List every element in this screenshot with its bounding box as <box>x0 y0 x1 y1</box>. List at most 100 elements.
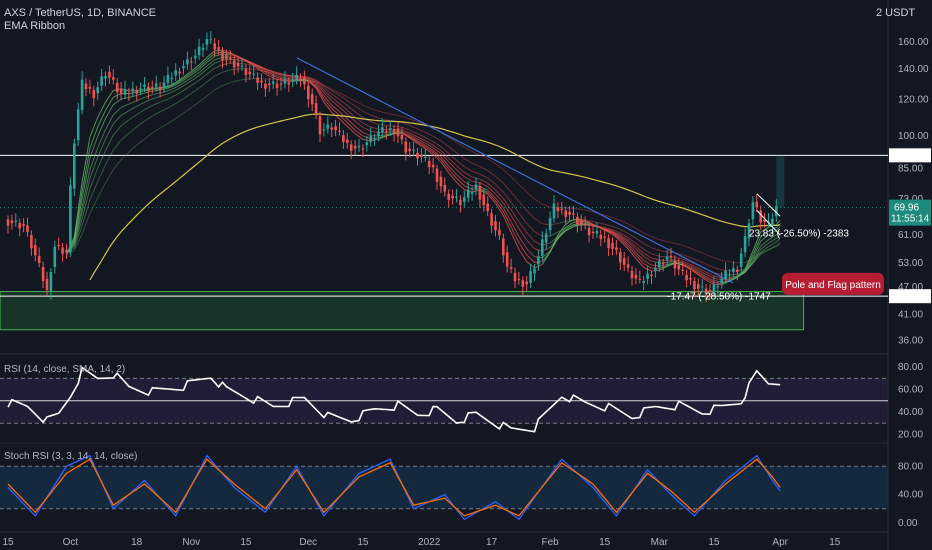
ema-ribbon-segment <box>557 229 567 240</box>
ema-ribbon-segment <box>659 239 668 243</box>
candle-body <box>65 249 68 253</box>
rsi-line <box>7 366 781 433</box>
ema-ribbon-segment <box>253 64 262 70</box>
time-tick-label: Feb <box>541 537 559 548</box>
candle-body <box>256 77 259 83</box>
ema-ribbon-segment <box>331 108 340 116</box>
ema-ribbon-segment <box>198 65 208 73</box>
ema-ribbon-segment <box>284 74 293 78</box>
candle-body <box>412 149 415 151</box>
ema-ribbon-segment <box>81 199 91 227</box>
ema-ribbon-segment <box>386 112 395 116</box>
ema-ribbon-segment <box>698 250 707 256</box>
ema-ribbon-segment <box>705 254 715 259</box>
ema-ribbon-segment <box>776 244 781 248</box>
candle-body <box>560 208 564 210</box>
ema-ribbon-segment <box>456 152 465 160</box>
ema-ribbon-segment <box>619 235 629 243</box>
candle-body <box>654 268 657 271</box>
candle-body <box>88 86 92 89</box>
candle-body <box>158 86 162 90</box>
ema-ribbon-segment <box>206 55 216 63</box>
ema-ribbon-segment <box>183 72 192 80</box>
ema-ribbon-segment <box>409 137 418 144</box>
time-tick-label: 2022 <box>418 537 441 548</box>
ema-ribbon-segment <box>760 234 769 242</box>
ema-ribbon-segment <box>331 88 340 94</box>
ema-ribbon-segment <box>729 276 738 282</box>
candle-body <box>459 199 462 206</box>
ema-ribbon-segment <box>627 239 637 247</box>
ema-ribbon-segment <box>495 200 504 212</box>
ema-ribbon-segment <box>768 237 777 244</box>
ema-ribbon-segment <box>339 94 348 101</box>
candle-body <box>661 263 665 265</box>
candle-body <box>170 77 174 80</box>
ema-ribbon-segment <box>682 244 691 249</box>
rsi-tick-label: 80.00 <box>898 362 923 373</box>
time-tick-label: 15 <box>708 537 720 548</box>
ema-ribbon-segment <box>331 100 340 108</box>
candle-body <box>466 189 470 198</box>
ema-ribbon-segment <box>307 80 317 89</box>
ema-ribbon-segment <box>487 170 496 177</box>
candle-body <box>143 84 146 87</box>
stoch-band-fill <box>0 466 888 509</box>
candle-body <box>474 184 478 190</box>
candle-body <box>291 79 294 82</box>
candle-body <box>275 83 279 88</box>
ema-ribbon-segment <box>612 234 621 242</box>
ema-ribbon-segment <box>417 138 426 144</box>
ema-ribbon-segment <box>136 96 145 102</box>
candle-body <box>747 223 751 239</box>
ema-ribbon-segment <box>417 128 426 133</box>
ema-ribbon-segment <box>456 141 465 148</box>
ema-ribbon-segment <box>144 115 153 122</box>
candle-body <box>225 55 228 60</box>
ema-ribbon-segment <box>464 176 473 182</box>
stoch-d-line <box>7 458 781 517</box>
ema-ribbon-segment <box>651 257 660 261</box>
ema-ribbon-segment <box>401 131 410 136</box>
ema-ribbon-segment <box>323 84 332 92</box>
ema-ribbon-segment <box>526 254 535 263</box>
candle-body <box>123 89 127 95</box>
ema-ribbon-segment <box>604 229 613 235</box>
ema-ribbon-segment <box>448 165 457 175</box>
ema-ribbon-segment <box>713 257 722 261</box>
ema-ribbon-segment <box>479 165 488 171</box>
ema-ribbon-segment <box>339 111 348 120</box>
price-tick-label: 61.00 <box>898 230 923 241</box>
ema-ribbon-segment <box>354 100 364 106</box>
candle-body <box>240 65 244 67</box>
ema-ribbon-segment <box>105 123 114 140</box>
ema-ribbon-segment <box>627 248 637 259</box>
ema-ribbon-segment <box>635 242 645 250</box>
ema-ribbon-segment <box>73 233 83 251</box>
candle-body <box>677 265 681 270</box>
ema-ribbon-segment <box>354 133 364 140</box>
ema-ribbon-segment <box>323 87 333 95</box>
ema-ribbon-segment <box>175 82 184 88</box>
ema-ribbon-segment <box>526 210 535 219</box>
candle-body <box>439 176 443 187</box>
ema-ribbon-segment <box>518 228 528 241</box>
ema-ribbon-segment <box>206 50 216 58</box>
candle-body <box>295 74 298 81</box>
ema-ribbon-segment <box>183 77 192 84</box>
ema-ribbon-segment <box>635 258 645 268</box>
support-zone <box>0 291 805 331</box>
candle-body <box>525 281 528 285</box>
ema-ribbon-segment <box>604 214 613 218</box>
ema-ribbon-segment <box>690 247 699 252</box>
ema-ribbon-segment <box>136 109 145 116</box>
ema-ribbon-segment <box>238 78 246 81</box>
ema-ribbon-segment <box>534 231 543 237</box>
candle-body <box>76 109 80 141</box>
ema-ribbon-segment <box>346 125 356 135</box>
ema-ribbon-segment <box>245 60 254 67</box>
ema-ribbon-segment <box>557 221 566 224</box>
ema-ribbon-segment <box>760 246 769 253</box>
ema-ribbon-segment <box>760 226 769 233</box>
